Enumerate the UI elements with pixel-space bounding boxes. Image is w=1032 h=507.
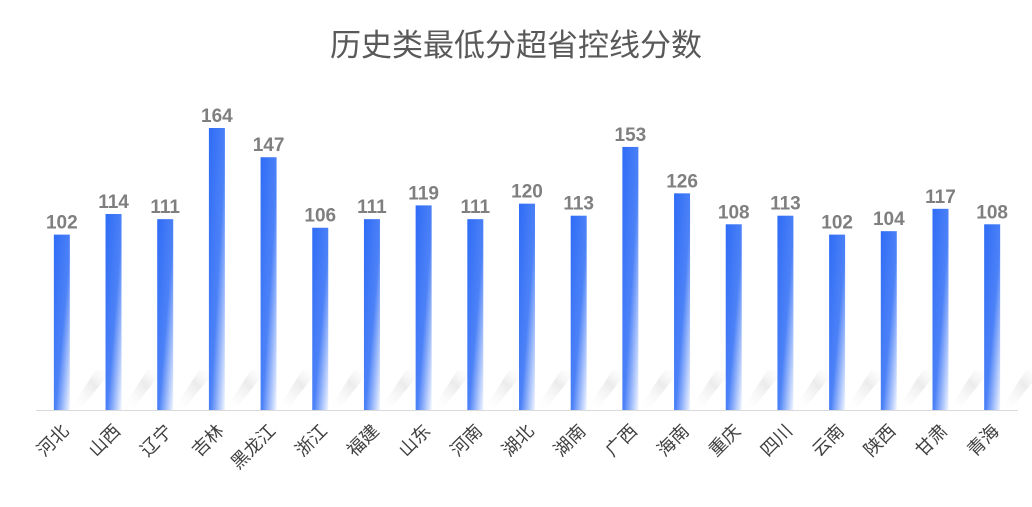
category-label: 湖南 bbox=[550, 421, 590, 461]
value-label: 126 bbox=[666, 171, 698, 192]
bar-shadow bbox=[1000, 370, 1032, 410]
value-label: 113 bbox=[770, 194, 801, 215]
category-label: 福建 bbox=[343, 421, 383, 461]
bar-湖南[interactable] bbox=[570, 215, 587, 410]
value-label: 114 bbox=[98, 192, 129, 213]
value-label: 111 bbox=[461, 197, 491, 218]
bar-shadow bbox=[793, 370, 836, 410]
value-label: 108 bbox=[976, 202, 1008, 223]
bar-shadow bbox=[896, 370, 939, 410]
bar-shadow bbox=[845, 370, 888, 410]
value-label: 111 bbox=[150, 197, 180, 218]
value-label: 164 bbox=[201, 106, 233, 127]
bar-海南[interactable] bbox=[674, 193, 691, 410]
bar-shadow bbox=[328, 370, 371, 410]
value-label: 102 bbox=[821, 213, 853, 234]
value-label: 147 bbox=[253, 135, 285, 156]
bar-shadow bbox=[224, 370, 267, 410]
category-label: 重庆 bbox=[705, 421, 745, 461]
bar-河北[interactable] bbox=[53, 234, 70, 410]
value-label: 104 bbox=[873, 209, 905, 230]
bar-shadow bbox=[276, 370, 319, 410]
category-label: 海南 bbox=[653, 421, 693, 461]
bar-甘肃[interactable] bbox=[932, 208, 949, 410]
bar-shadow bbox=[586, 370, 629, 410]
value-label: 120 bbox=[511, 182, 543, 203]
bar-shadow bbox=[121, 370, 164, 410]
bar-山西[interactable] bbox=[105, 213, 122, 410]
category-label: 山西 bbox=[85, 421, 125, 461]
category-label: 四川 bbox=[757, 421, 797, 461]
bar-shadow bbox=[483, 370, 526, 410]
value-label: 113 bbox=[563, 194, 594, 215]
bar-shadow bbox=[379, 370, 422, 410]
category-label: 辽宁 bbox=[136, 421, 176, 461]
bar-shadow bbox=[535, 370, 577, 410]
value-label: 108 bbox=[718, 202, 750, 223]
category-label: 云南 bbox=[808, 421, 848, 461]
bar-青海[interactable] bbox=[984, 224, 1001, 410]
category-label: 黑龙江 bbox=[227, 421, 280, 474]
bar-shadows bbox=[69, 370, 1032, 410]
value-label: 119 bbox=[408, 183, 439, 204]
bar-四川[interactable] bbox=[777, 215, 794, 410]
bar-shadow bbox=[690, 370, 733, 410]
bar-shadow bbox=[638, 370, 681, 410]
value-label: 106 bbox=[304, 206, 336, 227]
bar-黑龙江[interactable] bbox=[260, 157, 277, 410]
bar-浙江[interactable] bbox=[312, 227, 329, 410]
bar-shadow bbox=[741, 370, 784, 410]
bar-吉林[interactable] bbox=[208, 128, 225, 410]
bar-山东[interactable] bbox=[415, 205, 432, 410]
value-label: 117 bbox=[925, 187, 956, 208]
category-label: 湖北 bbox=[498, 421, 538, 461]
bar-shadow bbox=[948, 370, 991, 410]
value-label: 111 bbox=[357, 197, 387, 218]
bar-重庆[interactable] bbox=[725, 224, 742, 410]
chart-title: 历史类最低分超省控线分数 bbox=[330, 28, 702, 64]
category-label: 山东 bbox=[395, 421, 435, 461]
bars-group bbox=[53, 128, 1001, 411]
category-label: 河北 bbox=[33, 421, 73, 461]
category-label: 吉林 bbox=[188, 421, 228, 461]
bar-河南[interactable] bbox=[467, 219, 484, 410]
bar-shadow bbox=[173, 370, 216, 410]
category-label: 广西 bbox=[602, 421, 642, 461]
bar-福建[interactable] bbox=[363, 219, 380, 410]
bar-shadow bbox=[431, 370, 474, 410]
bar-shadow bbox=[69, 370, 112, 410]
value-labels-group: 102 114 111 164 147 106 111 119 111 120 113 153 126 1… bbox=[46, 106, 1008, 234]
bar-辽宁[interactable] bbox=[157, 219, 174, 410]
category-label: 甘肃 bbox=[912, 421, 952, 461]
bar-陕西[interactable] bbox=[880, 231, 897, 410]
value-label: 102 bbox=[46, 213, 78, 234]
category-label: 陕西 bbox=[860, 421, 900, 461]
value-label: 153 bbox=[615, 125, 647, 146]
category-label: 青海 bbox=[963, 421, 1003, 461]
bar-广西[interactable] bbox=[622, 146, 639, 411]
category-label: 浙江 bbox=[291, 421, 331, 461]
bar-湖北[interactable] bbox=[519, 203, 535, 410]
bar-云南[interactable] bbox=[829, 234, 846, 410]
category-label: 河南 bbox=[447, 421, 487, 461]
